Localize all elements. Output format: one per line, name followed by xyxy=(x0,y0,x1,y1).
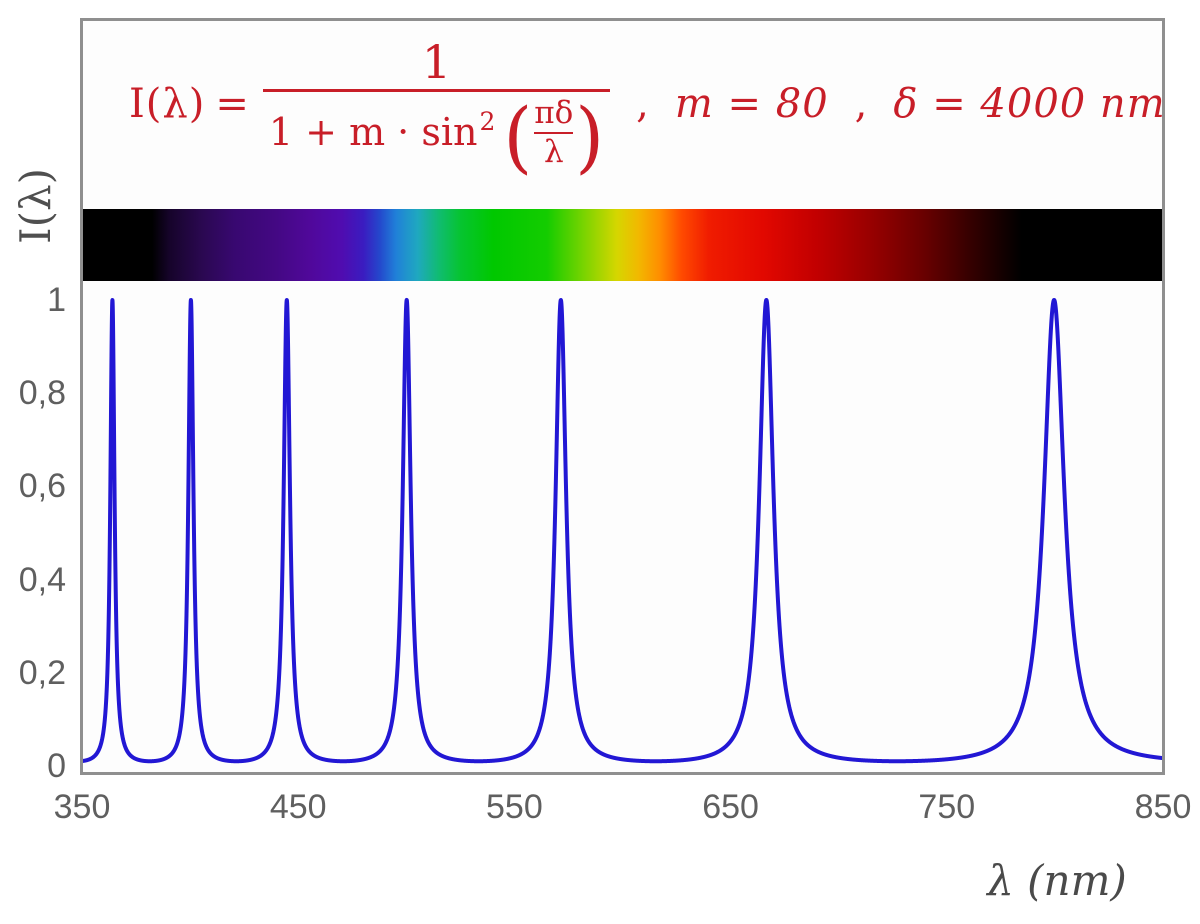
y-tick-label: 0,8 xyxy=(18,374,66,413)
y-tick-label: 0,2 xyxy=(18,653,66,692)
x-tick-label: 850 xyxy=(1134,788,1192,826)
formula-annotation: I(λ) = 1 1 + m · sin 2 ( πδ λ ) xyxy=(129,35,1166,183)
inner-denominator: λ xyxy=(543,134,564,170)
x-tick-label: 350 xyxy=(53,788,111,826)
sin-exponent: 2 xyxy=(479,106,496,136)
formula-fraction: 1 1 + m · sin 2 ( πδ λ ) xyxy=(262,35,611,183)
y-tick-label: 0,4 xyxy=(18,560,66,599)
x-tick-label: 650 xyxy=(702,788,759,826)
x-tick-label: 550 xyxy=(486,788,543,826)
x-tick-label: 750 xyxy=(918,788,976,826)
y-axis-label: I(λ) xyxy=(11,168,60,244)
denominator-text: 1 + m · sin xyxy=(268,110,478,155)
param-m: m = 80 xyxy=(674,80,829,127)
param-delta: δ = 4000 nm xyxy=(893,80,1166,127)
fraction-bar xyxy=(262,89,611,92)
y-tick-label: 0 xyxy=(47,747,66,785)
intensity-curve xyxy=(83,298,1162,764)
visible-spectrum-bar xyxy=(83,209,1162,281)
formula-lhs: I(λ) xyxy=(129,80,206,127)
fraction-denominator: 1 + m · sin 2 ( πδ λ ) xyxy=(268,91,605,183)
plot-area: I(λ) = 1 1 + m · sin 2 ( πδ λ ) xyxy=(83,21,1165,772)
chart-frame: I(λ) = 1 1 + m · sin 2 ( πδ λ ) xyxy=(80,18,1165,775)
inner-fraction: πδ λ xyxy=(534,95,574,170)
inner-fraction-bar xyxy=(534,132,574,134)
x-axis-label: λ (nm) xyxy=(987,856,1127,905)
y-tick-label: 0,6 xyxy=(18,467,66,506)
formula-equals: = xyxy=(215,80,249,127)
separator-comma-1: , xyxy=(636,80,649,127)
inner-numerator: πδ xyxy=(534,95,574,131)
x-tick-label: 450 xyxy=(269,788,327,826)
fraction-numerator: 1 xyxy=(421,35,452,89)
y-tick-label: 1 xyxy=(47,281,66,319)
intensity-curve-path xyxy=(83,298,1162,764)
separator-comma-2: , xyxy=(854,80,868,127)
